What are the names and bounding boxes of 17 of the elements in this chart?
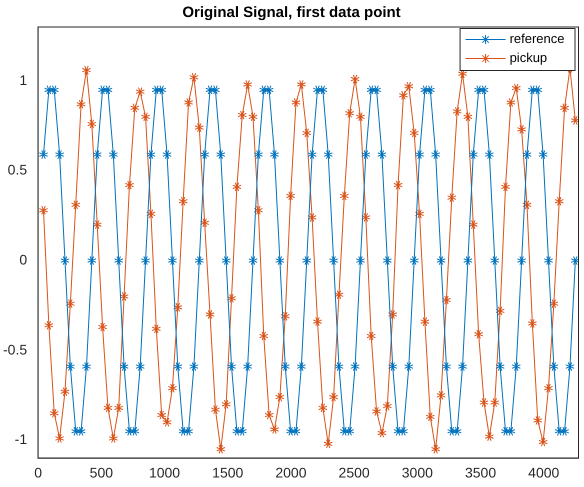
x-tick-label: 4000 [528, 464, 560, 480]
x-tick-label: 500 [90, 464, 114, 480]
chart-title: Original Signal, first data point [182, 4, 401, 22]
x-tick-label: 1000 [148, 464, 180, 480]
y-tick-label: 1 [19, 72, 28, 88]
x-tick-label: 2500 [338, 464, 370, 480]
y-tick-label: -0.5 [3, 341, 28, 358]
x-tick-label: 0 [34, 464, 42, 480]
y-tick-label: -1 [14, 431, 28, 448]
x-tick-label: 1500 [212, 464, 244, 480]
legend-label: pickup [510, 50, 548, 66]
x-tick-label: 3000 [402, 464, 434, 480]
legend-label: reference [510, 31, 564, 46]
x-tick-label: 3500 [464, 464, 496, 480]
y-tick-label: 0 [19, 251, 28, 268]
y-tick-label: 0.5 [8, 162, 28, 178]
x-tick-label: 2000 [275, 464, 307, 480]
